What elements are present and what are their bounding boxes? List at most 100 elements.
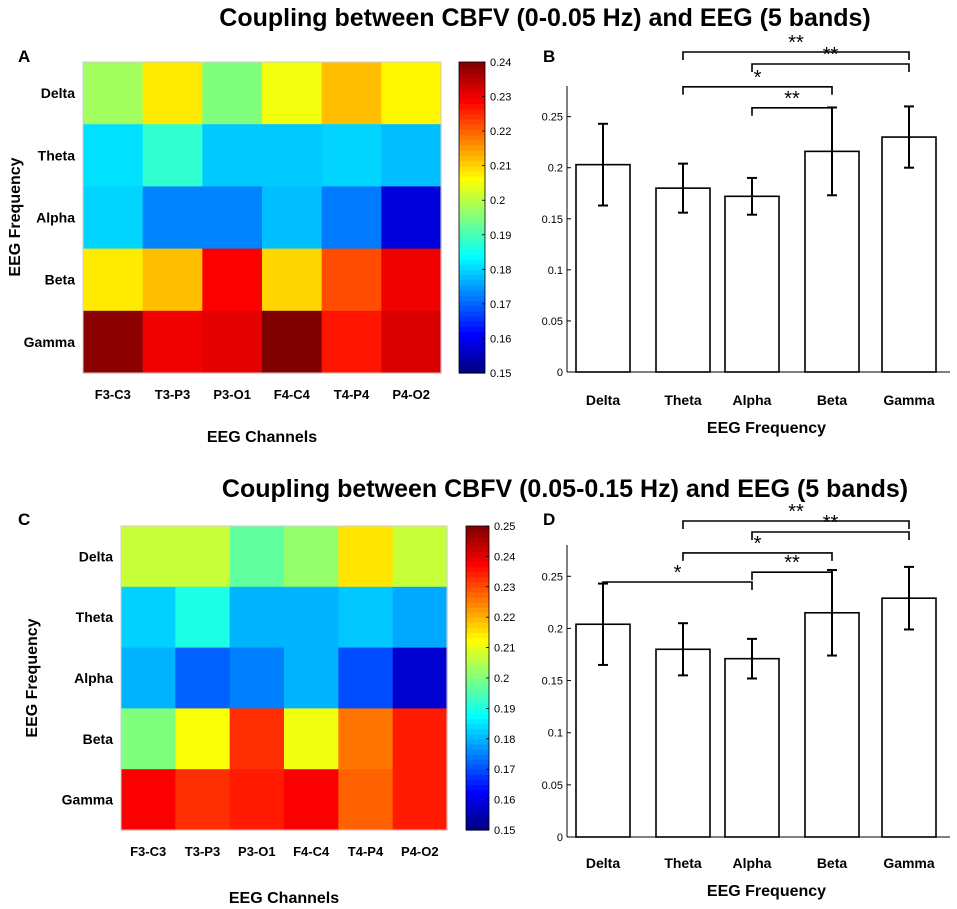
heatmap-cell: [142, 124, 203, 187]
heatmap-cell: [381, 310, 442, 374]
heatmap-cell: [83, 124, 144, 187]
colorbar-segment: [466, 698, 489, 704]
y-tick-label: 0.05: [542, 780, 563, 792]
heatmap-cell: [321, 248, 382, 312]
column-label: T4-P4: [348, 844, 384, 859]
colorbar-tick-label: 0.16: [494, 795, 515, 807]
heatmap-cell: [142, 62, 203, 125]
heatmap-cell: [202, 248, 263, 312]
colorbar-segment: [459, 326, 485, 333]
colorbar-tick-label: 0.23: [490, 92, 511, 104]
colorbar-segment: [466, 642, 489, 649]
colorbar-tick-label: 0.16: [490, 333, 511, 345]
colorbar-segment: [459, 362, 485, 369]
heatmap-cell: [338, 526, 394, 588]
colorbar-segment: [459, 196, 485, 203]
colorbar-segment: [466, 581, 489, 588]
colorbar-tick-label: 0.22: [494, 612, 515, 624]
panel-label: A: [18, 47, 30, 66]
colorbar-segment: [459, 217, 485, 224]
colorbar-tick-label: 0.22: [490, 126, 511, 138]
row-label: Delta: [79, 548, 113, 564]
colorbar-segment: [466, 824, 489, 831]
heatmap-cell: [175, 647, 231, 709]
colorbar-segment: [459, 264, 485, 270]
heatmap-cell: [83, 248, 144, 312]
heatmap-cell: [229, 647, 285, 709]
colorbar-segment: [466, 794, 489, 801]
heatmap-cell: [229, 526, 285, 588]
heatmap-cell: [229, 708, 285, 770]
bar: [881, 597, 937, 838]
significance-bracket: [751, 571, 833, 581]
heatmap-cell: [321, 310, 382, 374]
heatmap-cell: [338, 769, 394, 831]
colorbar-segment: [466, 728, 489, 735]
significance-marker: **: [784, 88, 800, 110]
colorbar-segment: [459, 134, 485, 141]
heatmap-cell: [202, 310, 263, 374]
y-tick-label: 0.25: [542, 571, 563, 583]
heatmap-cell: [175, 586, 231, 649]
colorbar-segment: [459, 305, 485, 312]
colorbar-segment: [459, 279, 485, 286]
significance-bracket: [751, 531, 910, 540]
column-label: T3-P3: [185, 844, 220, 859]
heatmap-cell: [392, 526, 448, 588]
colorbar-segment: [466, 738, 489, 745]
colorbar-segment: [459, 139, 485, 146]
colorbar-segment: [466, 672, 489, 679]
row-label: Beta: [83, 731, 114, 747]
colorbar-segment: [459, 155, 485, 162]
category-label: Gamma: [883, 855, 935, 871]
category-label: Alpha: [733, 855, 772, 871]
category-label: Beta: [817, 855, 848, 871]
colorbar-tick-label: 0.23: [494, 582, 515, 594]
column-label: F3-C3: [95, 387, 131, 402]
colorbar-segment: [466, 703, 489, 709]
colorbar-segment: [459, 170, 485, 177]
colorbar-segment: [466, 526, 489, 532]
significance-bracket: [682, 86, 833, 95]
y-axis-title: EEG Frequency: [7, 157, 24, 276]
heatmap-cell: [262, 248, 323, 312]
colorbar-segment: [459, 295, 485, 302]
colorbar-segment: [459, 181, 485, 187]
colorbar-segment: [466, 754, 489, 760]
colorbar-segment: [466, 617, 489, 623]
colorbar-segment: [466, 647, 489, 654]
colorbar-segment: [459, 310, 485, 317]
significance-bracket: [602, 581, 753, 590]
colorbar-segment: [466, 531, 489, 537]
colorbar-segment: [466, 541, 489, 547]
panels-layer: A Delta Theta Alpha Beta Gamma F3-C3 T3-P3 P3-O1…: [7, 32, 950, 907]
colorbar-segment: [466, 799, 489, 806]
column-label: F4-C4: [293, 844, 330, 859]
heatmap-cell: [142, 248, 203, 312]
heatmap-cell: [121, 586, 176, 649]
colorbar-tick-label: 0.25: [494, 521, 515, 533]
colorbar-segment: [466, 678, 489, 684]
colorbar-tick-label: 0.24: [490, 57, 511, 69]
colorbar-segment: [466, 561, 489, 568]
significance-bracket: [682, 520, 910, 529]
colorbar-segment: [466, 607, 489, 613]
bar: [575, 163, 631, 373]
heatmap-cell: [381, 124, 442, 187]
colorbar-segment: [459, 87, 485, 94]
column-label: F4-C4: [274, 387, 311, 402]
colorbar-segment: [459, 212, 485, 219]
colorbar-segment: [459, 284, 485, 291]
colorbar-segment: [466, 764, 489, 770]
colorbar-frame: [458, 61, 486, 374]
colorbar-tick-label: 0.21: [494, 643, 515, 655]
y-axis-title: EEG Frequency: [24, 618, 41, 737]
significance-marker: **: [788, 32, 804, 54]
colorbar-segment: [459, 367, 485, 374]
heatmap-cell: [338, 708, 394, 770]
colorbar-segment: [466, 748, 489, 755]
colorbar-segment: [466, 556, 489, 563]
bar: [881, 136, 937, 373]
column-label: P3-O1: [238, 844, 276, 859]
panel-label: C: [18, 510, 30, 529]
